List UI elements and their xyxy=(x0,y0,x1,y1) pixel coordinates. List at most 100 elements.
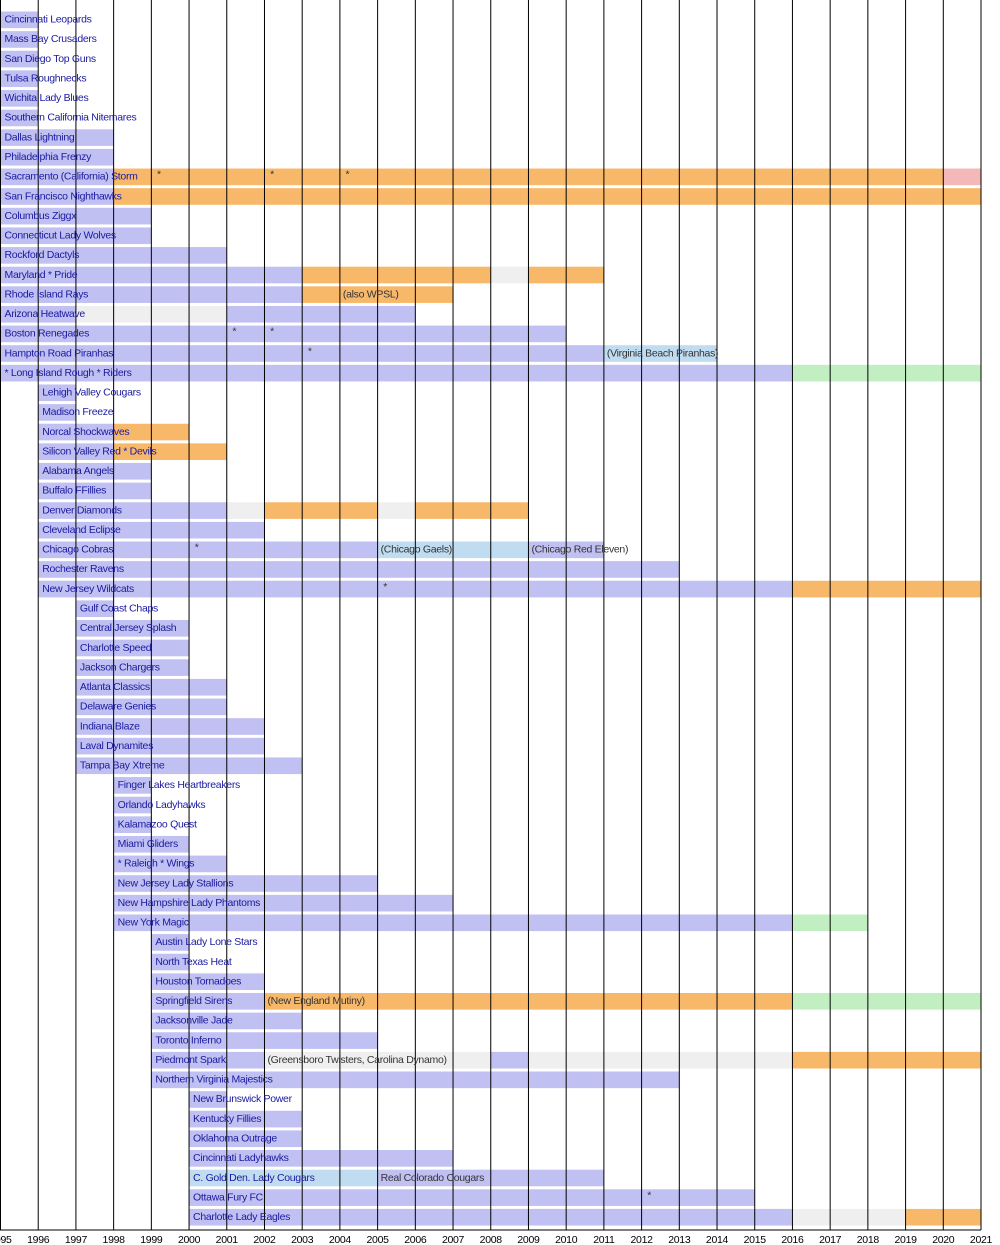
bar-segment xyxy=(792,1051,981,1069)
bar-segment xyxy=(38,561,680,578)
team-name: New Brunswick Power xyxy=(193,1093,293,1105)
team-name: Maryland * Pride xyxy=(5,269,78,281)
team-name: North Texas Heat xyxy=(155,956,232,968)
team-name: Jacksonville Jade xyxy=(155,1015,233,1027)
x-tick-label: 2018 xyxy=(857,1234,880,1245)
segment-label: (Chicago Gaels) xyxy=(381,544,452,556)
team-name: Wichita Lady Blues xyxy=(5,92,89,104)
bar-segment xyxy=(792,993,981,1010)
bar-segment xyxy=(75,718,265,735)
x-tick-label: 2021 xyxy=(970,1234,993,1245)
bar-segment xyxy=(38,404,76,421)
x-tick-label: 2006 xyxy=(404,1234,427,1245)
bar-segment xyxy=(151,993,265,1010)
team-name: Kalamazoo Quest xyxy=(118,818,197,830)
bar-segment xyxy=(113,188,981,205)
bar-segment xyxy=(189,1150,454,1167)
team-name: Chicago Cobras xyxy=(42,544,113,556)
team-name: Tulsa Roughnecks xyxy=(5,72,87,84)
bar-segment xyxy=(38,462,152,480)
bar-segment xyxy=(377,502,416,519)
bar-segment xyxy=(151,1051,265,1069)
bar-segment xyxy=(75,600,114,618)
team-name: Tampa Bay Xtreme xyxy=(80,760,165,772)
team-name: Piedmont Spark xyxy=(155,1054,227,1066)
bar-segment xyxy=(151,973,265,990)
team-name: Miami Gliders xyxy=(118,838,178,850)
team-name: Indiana Blaze xyxy=(80,720,140,732)
grid xyxy=(0,0,982,1231)
bar-segment xyxy=(528,1051,793,1069)
bar-segment xyxy=(113,855,227,873)
team-name: Kentucky Fillies xyxy=(193,1113,261,1125)
segment-label: (New England Mutiny) xyxy=(267,995,364,1007)
bar-segment xyxy=(75,659,190,676)
team-name: Southern California Nitemares xyxy=(5,112,137,124)
note-mark: * xyxy=(270,326,274,338)
bar-segment xyxy=(113,875,378,892)
team-name: Madison Freeze xyxy=(42,406,114,418)
bar-segment xyxy=(0,325,567,343)
bar-segment xyxy=(264,502,378,519)
labels: Cincinnati Leopards Mass Bay Crusaders San… xyxy=(0,14,993,1245)
x-tick-label: 2002 xyxy=(253,1234,276,1245)
team-name: Norcal Shockwaves xyxy=(42,426,129,438)
team-name: Rochester Ravens xyxy=(42,563,124,575)
bar-segment xyxy=(0,50,39,68)
team-name: San Francisco Nighthawks xyxy=(5,190,122,202)
bar-segment xyxy=(0,168,114,186)
note-mark: * xyxy=(157,169,161,181)
segment-label: (also WPSL) xyxy=(343,288,399,300)
x-tick-label: 2015 xyxy=(744,1234,767,1245)
x-tick-label: 2012 xyxy=(631,1234,654,1245)
bar-segment xyxy=(339,286,454,303)
team-name: Alabama Angels xyxy=(42,465,114,477)
bar-segment xyxy=(0,31,39,48)
team-name: Cincinnati Ladyhawks xyxy=(193,1152,289,1164)
x-tick-label: 2020 xyxy=(932,1234,955,1245)
bar-segment xyxy=(189,1169,378,1187)
team-name: Arizona Heatwave xyxy=(5,308,86,320)
note-mark: * xyxy=(383,581,387,593)
team-name: Charlotte Speed xyxy=(80,642,152,654)
bar-segment xyxy=(113,894,454,912)
bar-segment xyxy=(415,502,529,519)
bar-segment xyxy=(302,266,491,284)
team-name: Silicon Valley Red * Devils xyxy=(42,445,156,457)
x-tick-label: 2000 xyxy=(178,1234,201,1245)
team-name: Columbus Ziggx xyxy=(5,210,78,222)
bar-segment xyxy=(75,737,265,755)
x-tick-label: 2008 xyxy=(480,1234,503,1245)
team-name: San Diego Top Guns xyxy=(5,53,96,65)
bar-segment xyxy=(792,364,981,382)
team-name: * Long Island Rough * Riders xyxy=(5,367,132,379)
bar-segment xyxy=(0,90,39,107)
x-tick-label: 1998 xyxy=(103,1234,126,1245)
bar-segment xyxy=(792,1208,906,1226)
team-name: Oklahoma Outrage xyxy=(193,1133,277,1145)
team-name: Buffalo FFillies xyxy=(42,485,106,497)
bar-segment xyxy=(113,796,152,814)
team-name: Cincinnati Leopards xyxy=(5,14,92,26)
bar-segment xyxy=(151,934,190,951)
team-name: New Jersey Lady Stallions xyxy=(118,877,234,889)
segment-label: (Greensboro Twisters, Carolina Dynamo) xyxy=(267,1054,446,1066)
team-name: Toronto Inferno xyxy=(155,1034,222,1046)
bar-segment xyxy=(38,384,76,402)
bar-segment xyxy=(0,148,114,166)
x-tick-label: 2005 xyxy=(367,1234,390,1245)
team-name: Northern Virginia Majestics xyxy=(155,1074,272,1086)
bar-segment xyxy=(189,1130,303,1148)
bar-segment xyxy=(792,580,981,598)
team-name: Central Jersey Splash xyxy=(80,622,177,634)
team-name: Atlanta Classics xyxy=(80,681,150,693)
x-tick-label: 2009 xyxy=(517,1234,540,1245)
team-name: Rhode Island Rays xyxy=(5,288,89,300)
team-name: Boston Renegades xyxy=(5,328,90,340)
bar-segment xyxy=(0,109,39,127)
team-name: New Jersey Wildcats xyxy=(42,583,134,595)
team-name: Austin Lady Lone Stars xyxy=(155,936,257,948)
team-name: Mass Bay Crusaders xyxy=(5,33,97,45)
team-name: Rockford Dactyls xyxy=(5,249,80,261)
team-name: Philadelphia Frenzy xyxy=(5,151,93,163)
